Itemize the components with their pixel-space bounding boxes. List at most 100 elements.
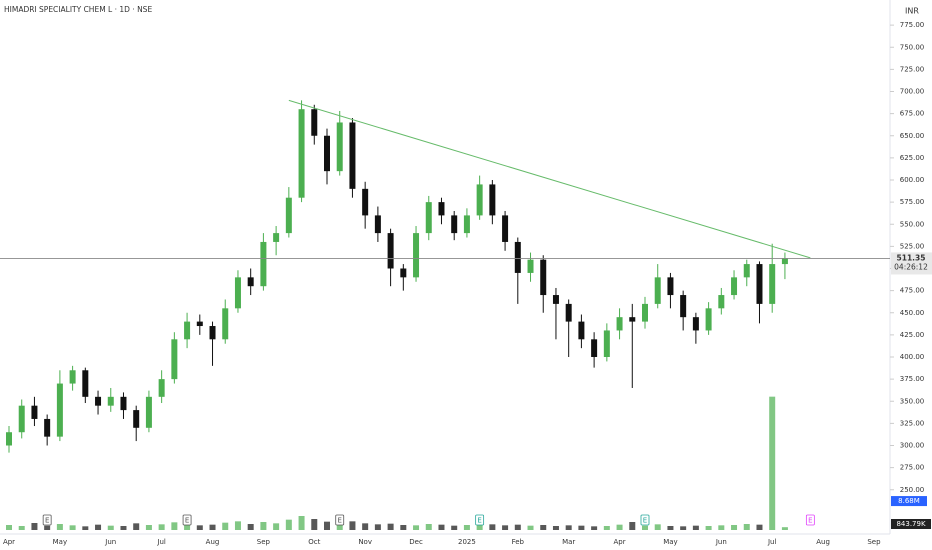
volume-bar [718, 525, 725, 530]
candle-body [756, 264, 763, 304]
candle-body [438, 202, 445, 216]
x-tick-label: Aug [206, 538, 220, 546]
candle-body [591, 339, 598, 357]
volume-bar [69, 525, 76, 530]
volume-bar [44, 525, 51, 530]
volume-bar [769, 396, 776, 530]
candle-body [451, 215, 458, 234]
candle-body [731, 277, 738, 296]
volume-ma-label: 8.68M [898, 497, 920, 505]
candle-body [222, 308, 229, 340]
candle-body [616, 317, 623, 331]
trendline [288, 99, 811, 259]
volume-bar [82, 526, 89, 530]
y-tick-label: 400.00 [900, 353, 925, 361]
event-marker [475, 514, 485, 526]
candle-body [145, 396, 152, 428]
candle-body [692, 317, 699, 331]
candle-body [311, 109, 318, 136]
candle-body [527, 259, 534, 273]
volume-bar [145, 525, 152, 530]
volume-bar [654, 524, 661, 530]
volume-bar [18, 526, 25, 530]
y-tick-label: 600.00 [900, 176, 925, 184]
y-tick-label: 725.00 [900, 65, 925, 73]
candle-body [158, 379, 165, 397]
volume-bar [756, 524, 763, 530]
volume-bar [133, 523, 140, 530]
x-tick-label: Apr [613, 538, 625, 546]
candle-body [285, 197, 292, 234]
volume-bar [489, 524, 496, 530]
event-marker [805, 514, 815, 526]
y-tick-label: 300.00 [900, 442, 925, 450]
x-tick-label: Sep [257, 538, 271, 546]
volume-ma-tag [891, 496, 927, 507]
event-label: E [338, 517, 342, 525]
volume-bar [234, 521, 241, 530]
x-tick-label: Jun [104, 538, 116, 546]
volume-bar [502, 525, 509, 530]
volume-bar [374, 524, 381, 530]
y-tick-label: 700.00 [900, 88, 925, 96]
volume-bar [463, 525, 470, 530]
candle-body [400, 268, 407, 278]
y-tick-label: 250.00 [900, 486, 925, 494]
x-tick-label: Jul [767, 538, 777, 546]
event-marker [640, 514, 650, 526]
volume-bar [425, 524, 432, 530]
candle-body [56, 383, 63, 437]
candle-body [476, 184, 483, 216]
candle-body [336, 122, 343, 172]
y-tick-label: 625.00 [900, 154, 925, 162]
y-tick-label: 750.00 [900, 43, 925, 51]
volume-bar [285, 519, 292, 530]
y-tick-label: 575.00 [900, 198, 925, 206]
candle-body [247, 277, 254, 287]
volume-bar [298, 516, 305, 530]
candle-body [95, 396, 102, 406]
volume-bar [209, 524, 216, 530]
candle-body [489, 184, 496, 216]
candle-body [107, 396, 114, 406]
volume-bar [692, 525, 699, 530]
candle-body [209, 326, 216, 340]
volume-bar [171, 522, 178, 530]
candle-body [654, 277, 661, 304]
event-label: E [185, 517, 189, 525]
volume-bar [743, 524, 750, 530]
volume-bar [565, 525, 572, 530]
y-tick-label: 450.00 [900, 309, 925, 317]
y-tick-label: 675.00 [900, 110, 925, 118]
event-marker [335, 514, 345, 526]
candle-body [540, 259, 547, 296]
x-tick-label: May [53, 538, 67, 546]
volume-bar [705, 526, 712, 530]
volume-bar [247, 524, 254, 530]
last-price-label: 511.35 [897, 253, 926, 262]
volume-bar [603, 526, 610, 530]
volume-bar [451, 525, 458, 530]
candle-body [171, 339, 178, 380]
candle-body [743, 264, 750, 278]
candle-body [425, 202, 432, 234]
volume-bar [400, 525, 407, 530]
last-volume-tag [891, 519, 931, 529]
candle-body [387, 233, 394, 269]
candle-body [565, 303, 572, 322]
candle-body [642, 303, 648, 322]
volume-bar [107, 525, 114, 530]
candle-body [184, 321, 191, 340]
event-label: E [45, 517, 49, 525]
candle-body [514, 241, 521, 273]
candle-body [502, 215, 509, 242]
event-marker [42, 514, 52, 526]
volume-bar [731, 525, 738, 530]
x-tick-label: Sep [867, 538, 881, 546]
candle-body [273, 233, 280, 242]
event-label: E [643, 517, 647, 525]
volume-bar [591, 526, 598, 530]
volume-bar [362, 523, 369, 530]
event-marker [182, 514, 192, 526]
